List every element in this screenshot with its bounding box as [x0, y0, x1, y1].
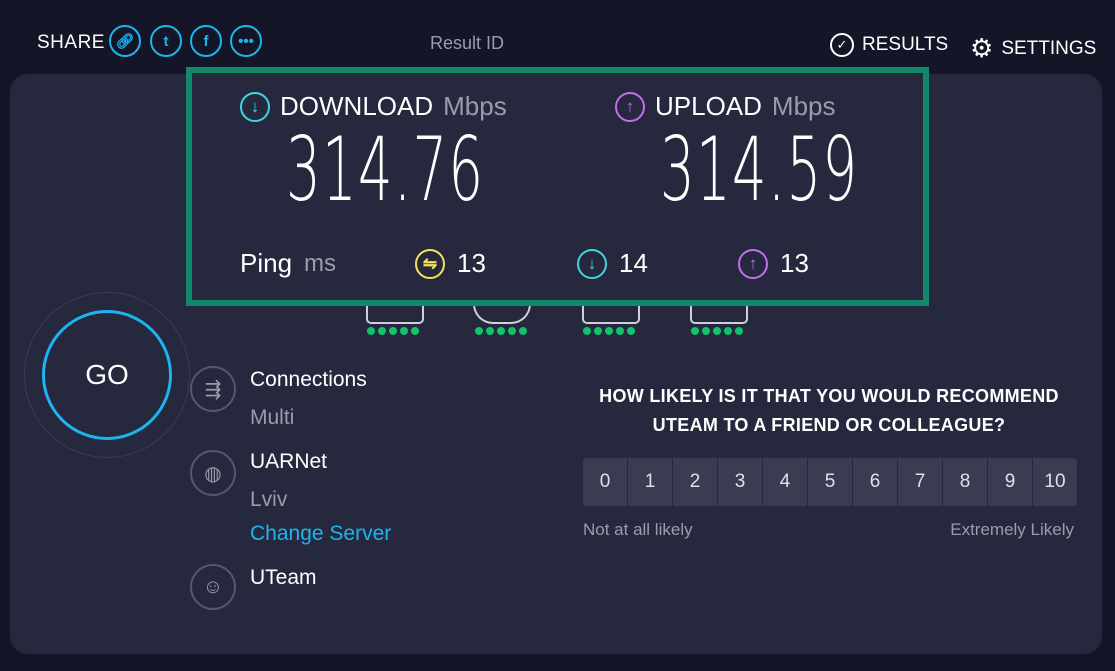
computer-device-icon [366, 300, 424, 324]
rating-option-6[interactable]: 6 [853, 458, 897, 506]
upload-unit: Mbps [771, 91, 836, 121]
status-dots [691, 327, 743, 335]
download-label: ↓ DOWNLOAD Mbps [240, 91, 507, 122]
ping-upload: ↑ 13 [738, 248, 809, 279]
result-id-label: Result ID [430, 33, 505, 53]
change-server-link[interactable]: Change Server [250, 522, 392, 545]
check-icon: ✓ [830, 33, 854, 57]
ping-idle-value: 13 [457, 248, 486, 278]
provider-title: UTeam [250, 566, 317, 589]
download-unit: Mbps [443, 91, 507, 121]
server-title: UARNet [250, 450, 328, 473]
survey-question: HOW LIKELY IS IT THAT YOU WOULD RECOMMEN… [599, 386, 1059, 435]
rating-option-4[interactable]: 4 [763, 458, 807, 506]
results-button[interactable]: ✓ RESULTS [830, 33, 948, 57]
link-icon[interactable]: 🔗︎ [109, 25, 141, 57]
ping-download-value: 14 [619, 248, 648, 278]
connections-icon: ⇶ [190, 366, 236, 412]
cloud-device-icon [690, 300, 748, 324]
server-device-icon [582, 300, 640, 324]
server-location: Lviv [250, 488, 288, 511]
status-dots [367, 327, 419, 335]
upload-label: ↑ UPLOAD Mbps [615, 91, 836, 122]
rating-option-9[interactable]: 9 [988, 458, 1032, 506]
go-ring [24, 292, 190, 458]
rating-option-10[interactable]: 10 [1033, 458, 1077, 506]
ping-unit: ms [304, 249, 337, 277]
results-box [186, 67, 929, 306]
upload-value: 314.59 [660, 118, 859, 221]
upload-title: UPLOAD [655, 91, 762, 121]
rating-option-8[interactable]: 8 [943, 458, 987, 506]
rating-option-2[interactable]: 2 [673, 458, 717, 506]
connections-title: Connections [250, 368, 367, 391]
upload-icon: ↑ [615, 91, 645, 122]
facebook-icon[interactable]: f [190, 25, 222, 57]
ping-idle: ⇋ 13 [415, 248, 486, 279]
ping-upload-value: 13 [780, 248, 809, 278]
go-button[interactable]: GO [42, 310, 172, 440]
status-dots [475, 327, 527, 335]
results-label: RESULTS [862, 34, 949, 55]
rating-option-7[interactable]: 7 [898, 458, 942, 506]
user-icon: ☺ [190, 564, 236, 610]
idle-ping-icon: ⇋ [415, 248, 445, 279]
download-icon: ↓ [240, 91, 270, 122]
twitter-icon[interactable]: t [150, 25, 182, 57]
high-label: Extremely Likely [950, 520, 1074, 539]
rating-option-5[interactable]: 5 [808, 458, 852, 506]
download-ping-icon: ↓ [577, 248, 607, 279]
download-value: 314.76 [286, 118, 485, 221]
low-label: Not at all likely [583, 520, 693, 539]
gear-icon: ⚙ [970, 33, 994, 63]
connections-value: Multi [250, 406, 295, 429]
rating-option-3[interactable]: 3 [718, 458, 762, 506]
upload-ping-icon: ↑ [738, 248, 768, 279]
ping-title: Ping [240, 248, 293, 278]
ping-label: Ping ms [240, 248, 336, 279]
settings-label: SETTINGS [1001, 37, 1097, 59]
settings-button[interactable]: ⚙ SETTINGS [970, 33, 1096, 64]
ping-download: ↓ 14 [577, 248, 648, 279]
share-label: SHARE [37, 32, 105, 53]
rating-option-0[interactable]: 0 [583, 458, 627, 506]
rating-option-1[interactable]: 1 [628, 458, 672, 506]
more-icon[interactable]: ••• [230, 25, 262, 57]
status-dots [583, 327, 635, 335]
rating-scale: 0 1 2 3 4 5 6 7 8 9 10 [583, 458, 1077, 506]
globe-icon: ◍ [190, 450, 236, 496]
download-title: DOWNLOAD [280, 91, 434, 121]
